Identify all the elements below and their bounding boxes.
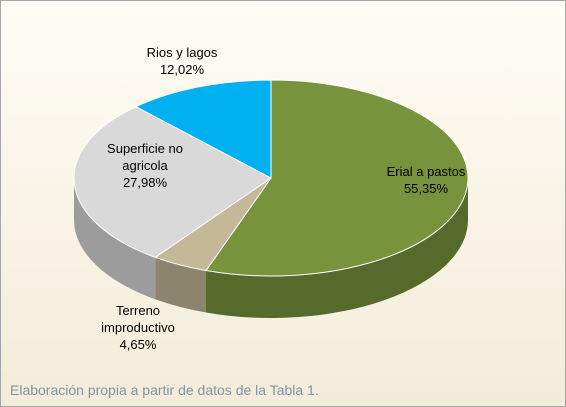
slice-label: Erial a pastos 55,35% [361,163,491,197]
pie-slice [73,106,272,300]
slice-top [134,79,272,179]
slice-top [73,106,272,258]
category-label: Rios y lagos [146,45,218,60]
source-note: Elaboración propia a partir de datos de … [10,382,319,398]
slice-side [155,257,207,313]
pie [73,79,469,318]
category-label: Superficie no agricola [107,141,183,173]
pie-slice [134,79,272,179]
category-label: Terreno improductivo [101,303,175,335]
pie-slice [205,79,469,318]
category-label: Erial a pastos [386,164,466,179]
slice-side [74,178,156,300]
slice-top [205,79,469,277]
value-label: 12,02% [159,62,205,77]
value-label: 4,65% [119,337,157,352]
slice-label: Terreno improductivo 4,65% [93,302,183,353]
slice-label: Superficie no agricola 27,98% [100,140,190,191]
value-label: 55,35% [403,181,449,196]
value-label: 27,98% [122,175,168,190]
slice-side [206,178,468,318]
slice-label: Rios y lagos 12,02% [122,44,242,78]
